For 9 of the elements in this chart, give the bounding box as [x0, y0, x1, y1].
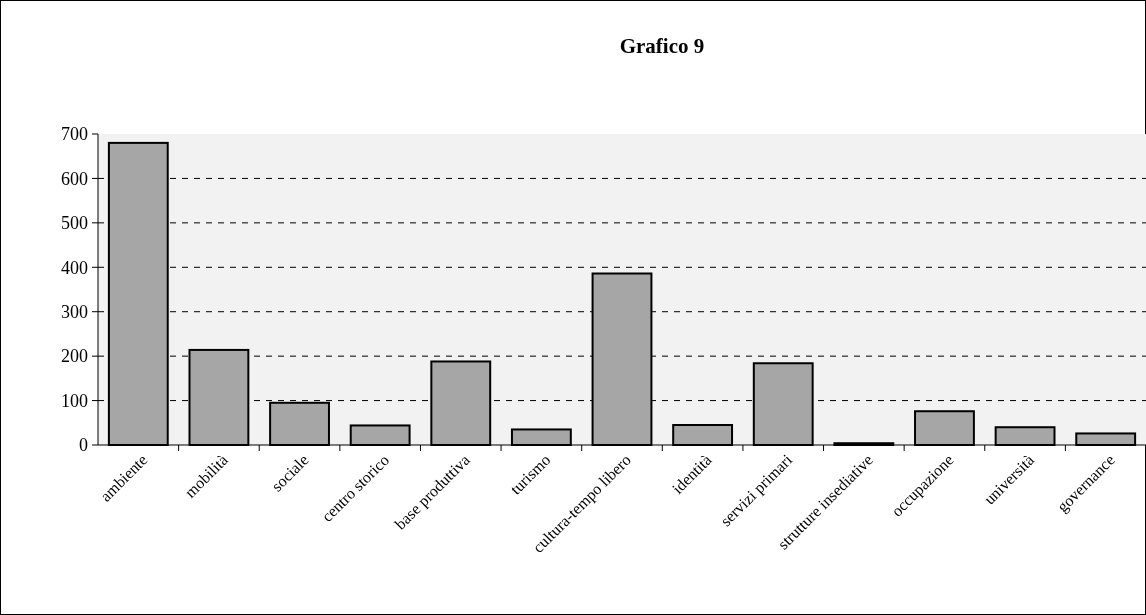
y-tick-label: 600	[61, 168, 88, 189]
y-tick-label: 500	[61, 213, 88, 234]
y-tick-label: 0	[79, 435, 88, 456]
y-tick-label: 700	[61, 124, 88, 145]
y-tick-label: 400	[61, 257, 88, 278]
y-tick-label: 100	[61, 390, 88, 411]
chart-title: Grafico 9	[619, 34, 705, 58]
y-tick-label: 200	[61, 346, 88, 367]
y-tick-label: 300	[61, 302, 88, 323]
